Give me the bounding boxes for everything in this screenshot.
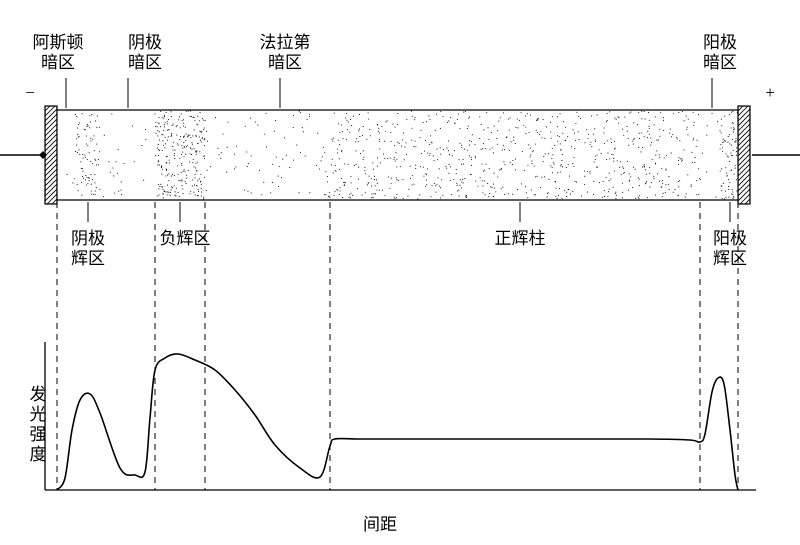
label-text: 阴极 [71,229,105,248]
svg-text:发: 发 [30,385,47,404]
intensity-curve [57,354,738,490]
label-top: 阿斯顿暗区 [33,33,84,108]
minus-sign: − [25,83,35,102]
label-bottom: 阳极辉区 [713,202,747,268]
label-text: 正辉柱 [495,229,546,248]
label-top: 阳极暗区 [703,33,737,108]
label-text: 暗区 [128,53,162,72]
label-text: 法拉第 [260,33,311,52]
label-text: 阳极 [713,229,747,248]
label-text: 阴极 [128,33,162,52]
label-bottom: 阴极辉区 [71,202,105,268]
label-bottom: 负辉区 [160,202,211,248]
label-top: 法拉第暗区 [260,33,311,108]
label-top: 阴极暗区 [128,33,162,108]
region-负辉区 [155,110,206,199]
region-正辉柱 [331,111,700,200]
glow-regions [67,110,739,199]
region-阴极暗区 [103,114,146,198]
svg-text:光: 光 [30,405,47,424]
region-阳极暗区 [700,113,718,198]
label-text: 阳极 [703,33,737,52]
label-text: 阿斯顿 [33,33,84,52]
label-text: 暗区 [703,53,737,72]
label-bottom: 正辉柱 [495,202,546,248]
label-text: 辉区 [71,249,105,268]
svg-text:度: 度 [30,445,47,464]
plus-sign: + [765,83,775,102]
x-axis-label: 间距 [363,515,397,534]
label-text: 暗区 [41,53,75,72]
label-text: 暗区 [268,53,302,72]
region-阳极辉区 [719,111,738,200]
region-阿斯顿暗区 [67,174,75,184]
svg-text:强: 强 [30,425,47,444]
label-text: 辉区 [713,249,747,268]
region-阴极辉区 [75,113,100,196]
label-text: 负辉区 [160,229,211,248]
y-axis-label: 发光强度 [30,385,47,464]
discharge-diagram: −+阿斯顿暗区阴极暗区法拉第暗区阳极暗区阴极辉区负辉区正辉柱阳极辉区发光强度间距 [0,0,800,545]
region-法拉第暗区 [205,111,331,198]
